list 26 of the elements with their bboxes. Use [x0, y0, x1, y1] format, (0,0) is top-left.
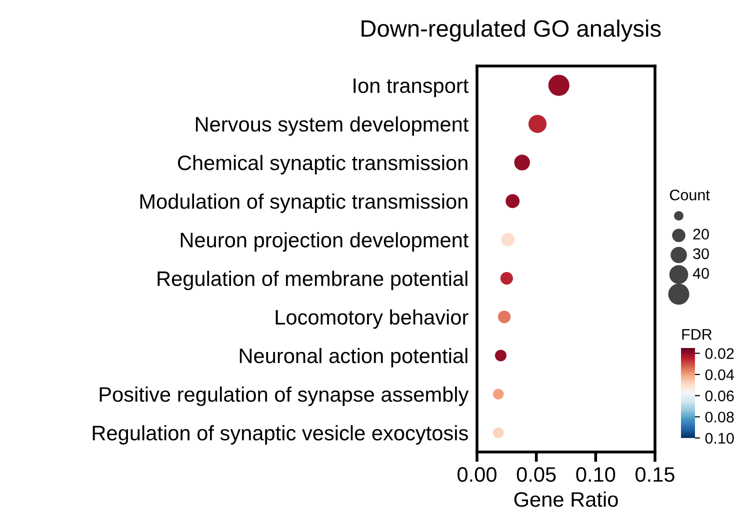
- y-tick-label: Ion transport: [354, 78, 469, 98]
- color-bar-label: 0.04: [705, 369, 734, 380]
- color-bar-label: 0.02: [705, 348, 734, 359]
- x-tick-label: 0.00: [458, 467, 496, 482]
- chart-title: Down-regulated GO analysis: [362, 20, 661, 42]
- y-tick-label: Nervous system development: [196, 116, 469, 136]
- color-bar-label: 0.10: [705, 432, 734, 444]
- legend-label: 20: [693, 228, 709, 240]
- y-tick-label: Modulation of synaptic transmission: [140, 194, 468, 213]
- x-tick-label: 0.05: [516, 467, 556, 482]
- y-tick-label: Neuronal action potential: [240, 348, 468, 368]
- y-tick-label: Chemical synaptic transmission: [178, 154, 468, 174]
- y-tick-label: Positive regulation of synapse assembly: [100, 386, 469, 406]
- y-tick-label: Regulation of synaptic vesicle exocytosis: [92, 425, 468, 445]
- y-tick-label: Regulation of membrane potential: [158, 270, 468, 290]
- legend-label: 40: [692, 268, 709, 279]
- x-axis-title: Gene Ratio: [514, 492, 618, 507]
- color-bar-label: 0.06: [705, 390, 734, 402]
- y-tick-label: Neuron projection development: [180, 232, 469, 252]
- color-bar-label: 0.08: [705, 412, 734, 423]
- y-tick-label: Locomotory behavior: [276, 309, 468, 329]
- legend-title: Count: [670, 190, 710, 200]
- legend-label: 30: [693, 248, 709, 260]
- x-tick-label: 0.10: [576, 467, 616, 482]
- color-bar-title: FDR: [682, 329, 712, 340]
- x-tick-label: 0.15: [636, 467, 674, 482]
